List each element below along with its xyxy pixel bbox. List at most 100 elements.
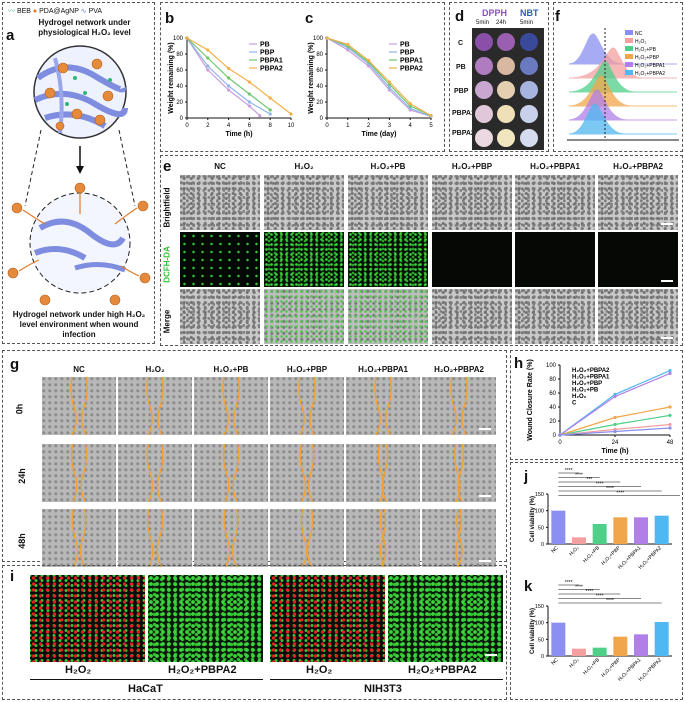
- wound-image: [194, 444, 268, 502]
- wound-image: [118, 444, 192, 502]
- x-tick-label: 48: [667, 440, 674, 446]
- i-label-2: H₂O₂+PBPA2: [168, 664, 237, 676]
- y-axis-label: Weight remaining (%): [308, 42, 315, 113]
- sig-label: ****: [606, 486, 614, 492]
- x-tick-label: 2: [367, 123, 371, 129]
- wound-edge: [309, 377, 316, 435]
- legend-label: H₂O₂+PB: [572, 388, 599, 394]
- e-image: [348, 289, 428, 344]
- e-image: [180, 289, 260, 344]
- legend-label: H₂O₂+PBPA2: [635, 71, 665, 77]
- y-tick-label: 50: [538, 525, 544, 531]
- data-point: [268, 112, 272, 116]
- legend-label: PBP: [400, 50, 415, 57]
- data-point: [247, 100, 251, 104]
- wound-edge: [299, 444, 307, 502]
- wound-edge: [146, 377, 153, 435]
- wound-edge: [81, 377, 88, 435]
- e-col-header: H₂O₂+PBP: [451, 162, 493, 171]
- wound-edge: [146, 509, 154, 567]
- category-label: H₂O₂: [568, 657, 580, 669]
- wound-edge-overlay: [299, 444, 315, 502]
- i-label-4: H₂O₂+PBPA2: [408, 664, 477, 676]
- well-row-c: C: [458, 40, 464, 47]
- wound-image: [118, 377, 192, 435]
- legend-label: PBPA2: [260, 66, 283, 73]
- nbt-5min: 5min: [520, 20, 534, 26]
- y-axis-label: Cell viability (%): [530, 608, 536, 654]
- panel-a-letter: a: [6, 27, 15, 44]
- g-col-header: NC: [73, 365, 85, 374]
- data-point: [258, 114, 262, 118]
- panel-bc-frame: [160, 2, 445, 152]
- g-col-header: H₂O₂+PBPA1: [358, 365, 408, 374]
- wound-edge-overlay: [222, 444, 240, 502]
- data-point: [668, 426, 672, 430]
- sig-label: ****: [575, 585, 583, 591]
- x-tick-label: 2: [206, 123, 210, 129]
- dpph-24h: 24h: [496, 20, 507, 26]
- wound-image: [42, 509, 116, 567]
- dpph-label: DPPH: [482, 8, 508, 18]
- chart-h: 0 20 40 60 80 100 0 24 48 Time (h) Wound Closure R…: [527, 359, 674, 455]
- g-col-header: H₂O₂+PB: [213, 365, 249, 374]
- data-point: [185, 36, 189, 40]
- wound-image: [194, 377, 268, 435]
- panel-d-frame: [449, 2, 549, 152]
- data-point: [227, 76, 231, 80]
- data-point: [668, 369, 672, 373]
- wound-edge: [298, 377, 305, 435]
- data-point: [408, 104, 412, 108]
- panel-a-legend: 〰 BEB ● PDA@AgNP ∿ PVA: [8, 8, 103, 15]
- wound-edge: [156, 444, 164, 502]
- wound-edge: [455, 509, 462, 567]
- legend-label: PBPA1: [260, 58, 283, 65]
- panel-e-frame: [160, 155, 683, 346]
- wound-edge: [71, 509, 79, 567]
- data-point: [268, 108, 272, 112]
- data-point: [325, 36, 329, 40]
- panel-a-top-caption: Hydrogel network under physiological H₂O…: [38, 18, 131, 37]
- wound-edge: [307, 444, 315, 502]
- bar: [654, 515, 669, 544]
- i-underline-nih: [270, 679, 503, 680]
- wound-edge-overlay: [379, 509, 387, 567]
- x-tick-label: 4: [409, 123, 413, 129]
- g-col-header: H₂O₂+PBP: [286, 365, 328, 374]
- live-dead-nih-pbpa2: [388, 575, 503, 662]
- data-point: [268, 96, 272, 100]
- category-label: NC: [550, 545, 560, 555]
- live-dead-haca-h2o2: [30, 575, 145, 662]
- wound-edge-overlay: [146, 444, 164, 502]
- bar: [613, 517, 628, 544]
- x-tick-label: 3: [388, 123, 392, 129]
- e-image: [264, 289, 344, 344]
- wound-edge: [70, 444, 78, 502]
- y-tick-label: 100: [535, 621, 544, 627]
- legend-label: H₂O₂+PBP: [572, 381, 602, 387]
- sig-label: ****: [565, 468, 573, 474]
- well-row-pbp: PBP: [454, 88, 469, 95]
- y-tick-label: 40: [316, 84, 323, 90]
- data-point: [247, 92, 251, 96]
- wound-edge-overlay: [300, 509, 314, 567]
- legend-swatch: [625, 38, 633, 43]
- wound-edge: [157, 377, 164, 435]
- wound-edge: [70, 377, 77, 435]
- wound-edge: [146, 444, 154, 502]
- e-row-header: Merge: [162, 309, 172, 333]
- legend-swatch: [625, 30, 633, 35]
- legend-label: H₂O₂+PBPA1: [635, 63, 665, 69]
- e-image: [180, 175, 260, 230]
- y-tick-label: 150: [535, 492, 544, 498]
- wound-image: [270, 377, 344, 435]
- panel-b-letter: b: [165, 10, 175, 27]
- x-tick-label: 0: [558, 440, 562, 446]
- g-col-header: H₂O₂+PBPA2: [434, 365, 484, 374]
- data-point: [613, 394, 617, 399]
- e-image: [348, 232, 428, 287]
- e-image: [264, 175, 344, 230]
- y-tick-label: 80: [316, 52, 323, 58]
- data-point: [613, 429, 617, 434]
